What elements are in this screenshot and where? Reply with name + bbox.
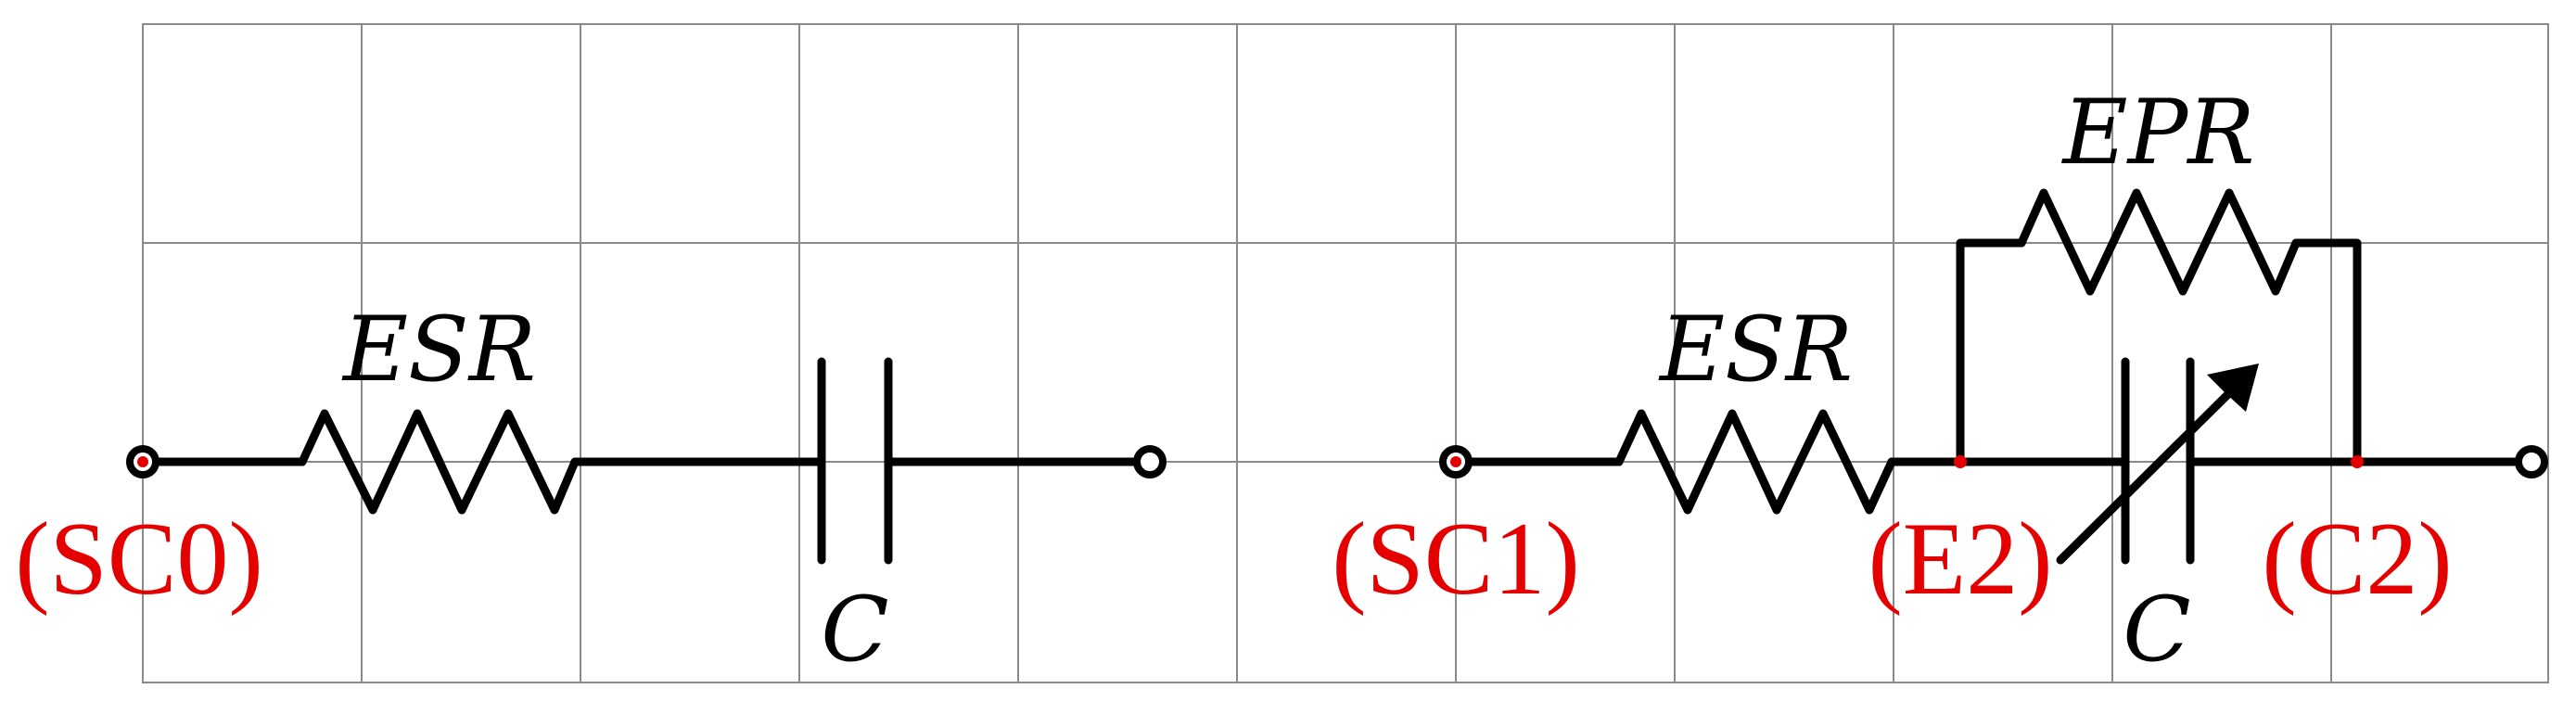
right-epr-resistor: [2017, 188, 2301, 296]
left-esr-resistor: [298, 409, 580, 515]
arrowhead-icon: [2207, 364, 2259, 412]
right-end-terminal: [2515, 445, 2548, 478]
left-esr-label: ESR: [341, 298, 536, 402]
right-start-node-label: (SC1): [1332, 502, 1580, 617]
right-parallel-wire-left: [1956, 238, 2026, 466]
node-c2-dot: [2351, 455, 2364, 468]
right-esr-label: ESR: [1658, 298, 1853, 402]
left-capacitor-label: C: [821, 578, 888, 682]
left-end-terminal: [1133, 445, 1167, 478]
right-esr-resistor: [1614, 409, 1896, 515]
node-c2-label: (C2): [2262, 502, 2452, 617]
node-e2-dot: [1954, 455, 1967, 468]
right-start-node-dot: [1450, 456, 1461, 467]
right-parallel-wire-right: [2291, 238, 2362, 466]
right-circuit: ESR EPR C (SC1) (E2) (C2): [1332, 81, 2548, 682]
node-e2-label: (E2): [1868, 502, 2052, 617]
right-epr-label: EPR: [2061, 81, 2255, 185]
right-capacitor-label: C: [2123, 578, 2190, 682]
left-start-node-label: (SC0): [15, 502, 263, 617]
variable-arrow-icon: [2056, 383, 2239, 565]
left-start-node-dot: [137, 456, 148, 467]
left-circuit: ESR C (SC0): [15, 298, 1167, 682]
background-grid: [142, 23, 2549, 683]
